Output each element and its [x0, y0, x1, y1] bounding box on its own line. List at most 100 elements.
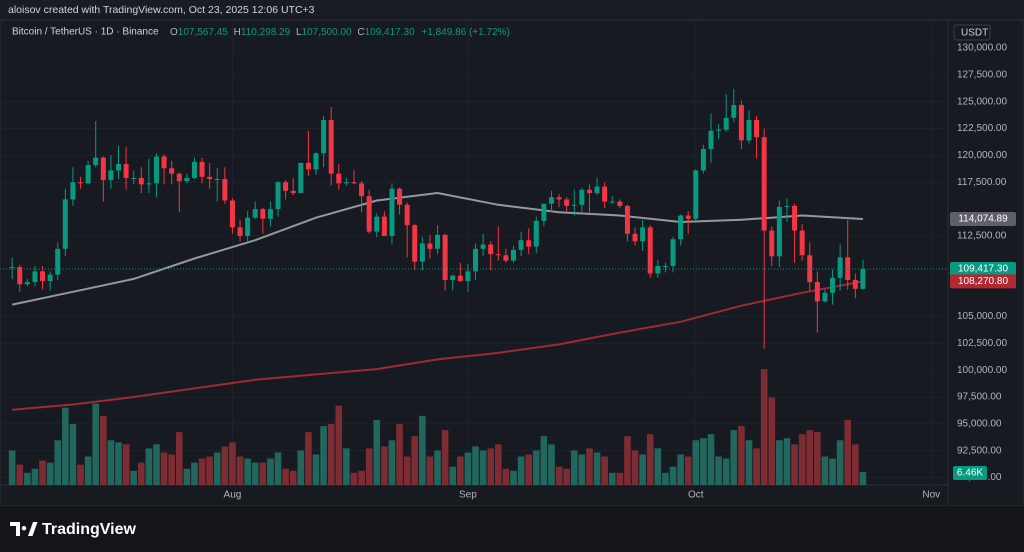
volume-bar — [852, 444, 859, 485]
candle-body — [161, 156, 167, 169]
volume-bar — [776, 440, 783, 485]
volume-bar — [555, 466, 563, 485]
volume-bar — [24, 472, 31, 485]
candle-body — [670, 239, 676, 266]
volume-bar — [168, 454, 175, 485]
candle-body — [830, 277, 836, 293]
legend-symbol: Bitcoin / TetherUS · 1D · Binance — [12, 27, 159, 38]
candles — [9, 88, 866, 349]
volume-bar — [707, 434, 715, 485]
candle-body — [267, 209, 273, 219]
volume-bar — [46, 462, 54, 485]
y-tick-label: 122,500.00 — [957, 123, 1007, 134]
volume-bar — [578, 454, 586, 485]
volume-bar — [16, 464, 24, 485]
candle-body — [374, 216, 380, 232]
candle-body — [381, 216, 387, 236]
close-value: 109,417.30 — [365, 27, 415, 38]
candle-body — [389, 188, 395, 236]
candle-body — [761, 137, 767, 231]
candle-body — [153, 156, 159, 184]
volume-bar — [289, 470, 297, 485]
candle-body — [678, 215, 684, 240]
logo-text: TradingView — [42, 521, 137, 538]
candle-body — [260, 209, 266, 219]
volume-bar — [479, 450, 487, 485]
volume-bar — [540, 436, 548, 485]
close-label: C — [357, 27, 364, 38]
volume-bar — [684, 456, 692, 485]
volume-bar — [502, 468, 510, 485]
moving-average-line — [12, 280, 864, 411]
price-label: 109,417.30 — [958, 264, 1008, 275]
candle-body — [442, 234, 448, 280]
volume-bar — [532, 450, 540, 485]
volume-bar — [426, 456, 434, 485]
candle-body — [594, 186, 600, 193]
volume-bar — [320, 426, 327, 485]
volume-bar — [798, 434, 806, 485]
volume-bar — [8, 450, 16, 485]
volume-bar — [563, 468, 570, 485]
volume-bar — [31, 468, 39, 485]
high-label: H — [234, 27, 241, 38]
candle-body — [693, 170, 699, 219]
volume-bar — [84, 456, 92, 485]
candle-body — [480, 244, 486, 249]
candle-body — [488, 244, 494, 255]
candle-body — [283, 182, 289, 191]
candle-body — [503, 255, 509, 261]
candle-body — [571, 204, 577, 206]
candle-body — [229, 200, 235, 228]
legend-ohlc: O107,567.45 H110,298.29 L107,500.00 C109… — [170, 27, 510, 38]
candle-body — [100, 157, 106, 181]
volume-bar — [745, 440, 753, 485]
volume-bar — [213, 452, 221, 485]
volume-bar — [570, 450, 578, 485]
y-tick-label: 120,000.00 — [957, 150, 1007, 161]
candle-body — [685, 215, 691, 219]
price-label-box — [950, 212, 1016, 227]
volume-bar — [365, 448, 373, 485]
volume-bar — [449, 466, 457, 485]
volume-bar — [821, 456, 829, 485]
x-tick-label: Nov — [922, 490, 940, 501]
candle-body — [457, 275, 463, 282]
volume-bar — [115, 442, 122, 485]
volume-bar — [662, 472, 669, 485]
y-tick-label: 92,500.00 — [957, 445, 1002, 456]
volume-bar — [791, 444, 798, 485]
candle-body — [146, 183, 152, 185]
candle-body — [397, 188, 403, 205]
candle-body — [556, 197, 562, 200]
candle-body — [511, 249, 516, 261]
candle-body — [708, 130, 714, 149]
volume-bar — [495, 444, 502, 485]
moving-averages — [11, 191, 864, 411]
candle-body — [837, 257, 843, 278]
candle-body — [176, 173, 182, 182]
moving-average-line — [11, 191, 863, 306]
volume-bar — [100, 415, 107, 485]
volume-bar — [244, 458, 251, 485]
price-label-box — [950, 274, 1016, 289]
volume-bar — [768, 397, 776, 485]
volume-bar — [738, 426, 745, 485]
volume-bar — [464, 452, 472, 485]
candle-body — [93, 157, 99, 166]
open-label: O — [170, 27, 178, 38]
volume-bar — [77, 464, 84, 485]
candle-body — [495, 254, 501, 256]
y-tick-label: 100,000.00 — [957, 365, 1007, 376]
candle-body — [351, 182, 357, 184]
volume-bar — [191, 462, 198, 485]
candle-body — [723, 117, 729, 130]
candle-body — [184, 177, 190, 182]
candle-body — [207, 176, 213, 180]
candle-body — [624, 205, 630, 234]
volume-bar — [305, 432, 312, 485]
volume-bar — [373, 419, 381, 485]
volume-bar — [844, 419, 852, 485]
change-value: +1,849.86 (+1.72%) — [421, 27, 509, 38]
volume-bar — [274, 452, 282, 485]
